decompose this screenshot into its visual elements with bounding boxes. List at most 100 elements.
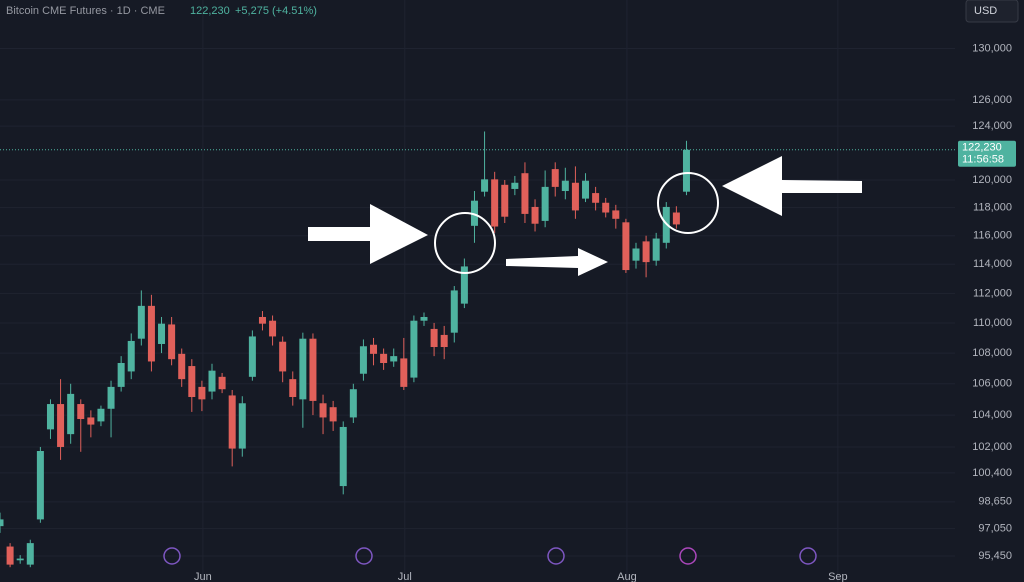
candles [0, 131, 690, 568]
candle-body [682, 149, 690, 192]
y-tick-label: 120,000 [972, 174, 1012, 186]
y-tick-label: 126,000 [972, 94, 1012, 106]
candle-body [420, 316, 428, 321]
candle-body [622, 222, 630, 271]
candle-body [208, 370, 216, 392]
candle-body [440, 334, 448, 348]
x-tick-label: Sep [828, 571, 848, 582]
y-tick-label: 95,450 [978, 550, 1012, 562]
y-tick-label: 118,000 [973, 202, 1012, 214]
candle-body [370, 344, 378, 354]
circle [657, 172, 719, 234]
candle-body [188, 366, 196, 398]
countdown: 11:56:58 [962, 154, 1004, 166]
candle-body [652, 238, 660, 261]
y-tick-label: 100,400 [972, 467, 1012, 479]
arrow [308, 204, 428, 264]
arrow [722, 156, 862, 216]
candle-body [279, 341, 287, 372]
candle-body [541, 186, 549, 221]
candle-body [602, 202, 610, 213]
candle-body [501, 184, 509, 217]
candle-body [238, 403, 246, 449]
candle-body [450, 290, 458, 333]
candle-body [117, 362, 125, 387]
candle-body [339, 426, 347, 487]
candle-body [178, 353, 186, 380]
last-price: 122,230 [190, 5, 230, 17]
candle-body [309, 338, 317, 401]
candle-body [107, 386, 115, 409]
candle-body [127, 340, 135, 372]
candle-body [6, 546, 14, 565]
event-icon[interactable] [163, 547, 181, 565]
candle-body [147, 305, 155, 362]
candle-body [248, 336, 256, 377]
y-tick-label: 124,000 [972, 120, 1012, 132]
candle-body [491, 179, 499, 227]
event-icon[interactable] [799, 547, 817, 565]
candle-body [329, 407, 337, 422]
candle-body [289, 379, 297, 398]
y-tick-label: 110,000 [973, 317, 1012, 329]
candle-body [380, 353, 388, 363]
candle-body [632, 248, 640, 261]
candle-body [400, 358, 408, 387]
candle-body [258, 316, 266, 324]
y-tick-label: 116,000 [973, 230, 1012, 242]
candle-body [672, 212, 680, 225]
x-tick-label: Aug [617, 571, 637, 582]
candle-body [582, 180, 590, 199]
candle-body [561, 180, 569, 192]
y-tick-label: 108,000 [972, 347, 1012, 359]
y-tick-label: 106,000 [972, 378, 1012, 390]
candle-body [592, 193, 600, 203]
candle-body [158, 323, 166, 344]
annotations [308, 156, 862, 276]
candle-body [319, 403, 327, 418]
candle-body [470, 200, 478, 226]
price-label-box [958, 140, 1016, 167]
currency-button[interactable] [965, 0, 1019, 23]
candle-body [46, 404, 54, 430]
y-tick-label: 114,000 [973, 258, 1012, 270]
candle-body [228, 395, 236, 449]
candle-body [521, 173, 529, 214]
candle-body [97, 408, 105, 422]
candle-body [390, 356, 398, 362]
candle-body [77, 404, 85, 420]
candle-body [299, 338, 307, 400]
candle-body [349, 389, 357, 418]
symbol: Bitcoin CME Futures · 1D · CME [6, 5, 165, 17]
circle [434, 212, 496, 274]
change: +5,275 (+4.51%) [235, 5, 317, 17]
y-tick-label: 130,000 [972, 42, 1012, 54]
candle-body [16, 558, 24, 561]
candle-body [26, 543, 34, 565]
price-label: 122,230 [962, 142, 1002, 154]
x-tick-label: Jul [398, 571, 412, 582]
candle-body [269, 320, 277, 337]
y-tick-label: 102,000 [972, 441, 1012, 453]
candle-body [481, 179, 489, 192]
candle-body [0, 519, 4, 527]
candle-body [218, 376, 226, 390]
candle-body [168, 324, 176, 360]
candle-body [430, 328, 438, 348]
y-tick-label: 97,050 [978, 523, 1012, 535]
candle-body [36, 450, 44, 520]
event-icon[interactable] [679, 547, 697, 565]
candle-body [531, 206, 539, 224]
candle-body [612, 210, 620, 219]
candle-body [359, 346, 367, 374]
event-icon[interactable] [355, 547, 373, 565]
candle-body [551, 169, 559, 187]
currency[interactable]: USD [974, 5, 997, 17]
candle-body [460, 266, 468, 304]
candle-body [57, 404, 65, 447]
arrow [506, 248, 608, 276]
candle-body [410, 320, 418, 378]
event-icon[interactable] [547, 547, 565, 565]
